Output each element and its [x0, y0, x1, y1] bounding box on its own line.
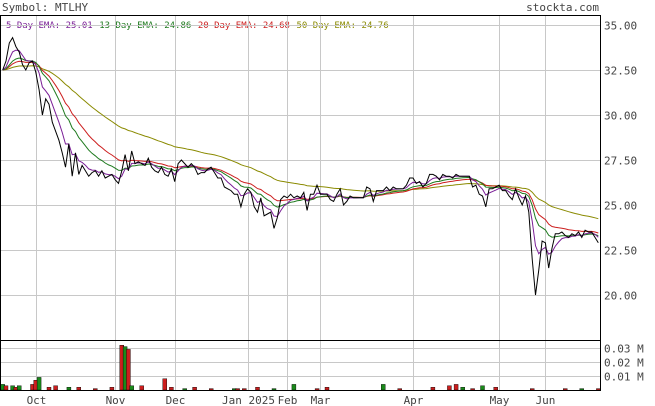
volume-bar: [381, 384, 386, 391]
volume-bar: [66, 387, 72, 391]
x-tick-label: Dec: [166, 394, 186, 406]
volume-bar: [271, 388, 277, 391]
volume-bar: [579, 388, 584, 391]
volume-bar: [493, 387, 498, 391]
volume-bar: [182, 388, 187, 391]
volume-bar: [208, 388, 214, 391]
volume-bar: [36, 377, 42, 391]
volume-bar: [192, 387, 197, 391]
volume-bar: [76, 387, 82, 391]
volume-bar: [291, 384, 297, 391]
symbol-label: Symbol: MTLHY: [2, 1, 88, 14]
x-tick-label: Mar: [311, 394, 331, 406]
price-panel-frame: [0, 15, 601, 341]
grid-lines: [1, 16, 600, 390]
volume-bar: [470, 388, 475, 391]
volume-bar: [563, 388, 568, 391]
x-tick-label: May: [490, 394, 510, 406]
volume-bar: [3, 385, 9, 391]
volume-bar: [430, 387, 436, 391]
ema20-line: [2, 60, 599, 234]
volume-bar: [596, 388, 601, 391]
volume-bar: [129, 385, 134, 391]
x-tick-label: Nov: [106, 394, 126, 406]
volume-bar: [169, 387, 174, 391]
volume-bar: [480, 385, 485, 391]
x-tick-label: Feb: [278, 394, 298, 406]
y-tick-label: 20.00: [604, 290, 637, 303]
volume-bar: [530, 388, 535, 391]
volume-bar: [397, 388, 402, 391]
y-tick-label: 32.50: [604, 65, 637, 78]
y-tick-label: 22.50: [604, 245, 637, 258]
x-tick-label: Apr: [404, 394, 424, 406]
volume-bar: [453, 384, 459, 391]
volume-bar: [255, 387, 260, 391]
volume-bar: [46, 387, 52, 391]
series-lines: [2, 36, 599, 296]
volume-bar: [53, 385, 58, 391]
y-tick-label: 30.00: [604, 110, 637, 123]
volume-bar: [460, 387, 465, 391]
volume-bar: [162, 378, 168, 391]
volume-bars: [0, 345, 601, 391]
axis-labels: 35.00 32.50 30.00 27.50 25.00 22.50 20.00 Oct No…: [27, 20, 645, 406]
volume-bar: [93, 388, 98, 391]
volume-bar: [447, 385, 452, 391]
x-tick-label: Jan 2025: [222, 394, 275, 406]
volume-bar: [242, 388, 247, 391]
y-tick-label: 25.00: [604, 200, 637, 213]
volume-bar: [109, 387, 115, 391]
volume-bar: [235, 388, 240, 391]
y-tick-label: 35.00: [604, 20, 637, 33]
volume-bar: [314, 388, 320, 391]
y-tick-label: 27.50: [604, 155, 637, 168]
price-line: [2, 36, 599, 296]
ema13-line: [2, 57, 599, 238]
ema5-line: [2, 49, 599, 255]
volume-bar: [17, 385, 22, 391]
x-tick-label: Oct: [27, 394, 47, 406]
volume-panel-frame: [0, 340, 601, 391]
x-tick-label: Jun: [536, 394, 556, 406]
site-label[interactable]: stockta.com: [526, 1, 599, 14]
volume-bar: [139, 385, 144, 391]
volume-bar: [126, 349, 131, 391]
vol-tick-label: 0.01 M: [604, 371, 644, 384]
vol-tick-label: 0.02 M: [604, 357, 644, 370]
volume-bar: [324, 387, 330, 391]
vol-tick-label: 0.03 M: [604, 343, 644, 356]
